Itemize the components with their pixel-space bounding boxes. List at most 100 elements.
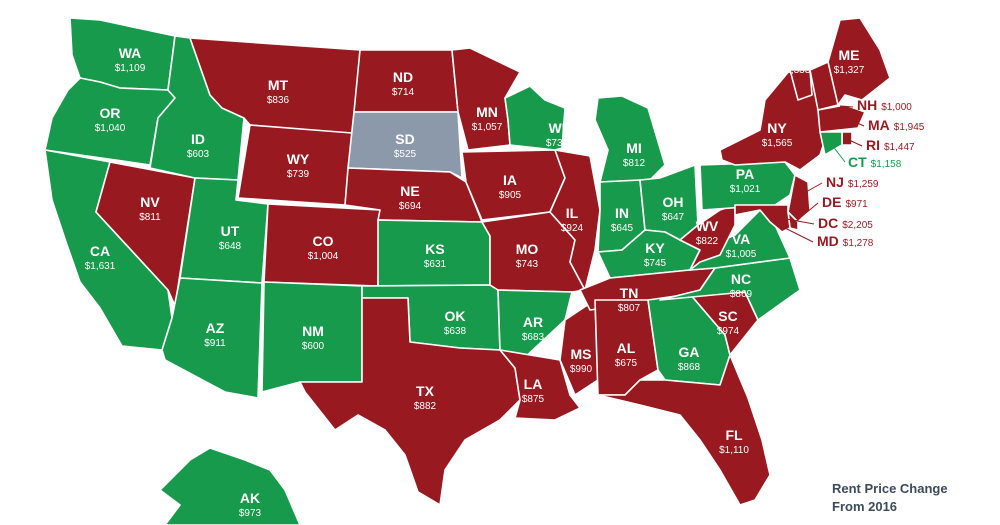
state-label-pa: PA <box>736 166 754 182</box>
state-label-fl: FL <box>725 427 743 443</box>
state-callout-dc: DC $2,205 <box>818 215 873 231</box>
leader-line-ma <box>854 121 865 127</box>
state-value-ks: $631 <box>424 259 447 270</box>
state-value-ne: $694 <box>399 201 422 212</box>
leader-line-dc <box>780 217 815 225</box>
state-label-wy: WY <box>287 151 310 167</box>
state-value-tx: $882 <box>414 401 437 412</box>
state-value-ky: $745 <box>644 258 667 269</box>
state-label-az: AZ <box>206 320 225 336</box>
state-label-nj: NJ <box>826 174 844 190</box>
leader-line-nh <box>839 105 854 108</box>
state-ri <box>841 131 853 146</box>
state-value-ma: $1,945 <box>894 122 925 133</box>
state-callout-de: DE $971 <box>822 194 868 210</box>
state-label-vt: VT <box>786 47 804 63</box>
state-mi <box>594 95 666 183</box>
state-value-al: $675 <box>615 358 638 369</box>
state-value-dc: $2,205 <box>842 220 873 231</box>
state-label-dc: DC <box>818 215 838 231</box>
state-wi <box>504 85 566 151</box>
state-label-ia: IA <box>503 172 517 188</box>
state-label-sd: SD <box>395 131 414 147</box>
state-az <box>161 277 263 399</box>
state-label-sc: SC <box>718 308 737 324</box>
state-value-fl: $1,110 <box>719 445 749 456</box>
state-label-mt: MT <box>268 77 289 93</box>
state-value-ny: $1,565 <box>762 138 793 149</box>
state-value-tn: $807 <box>618 303 641 314</box>
state-value-mn: $1,057 <box>472 122 503 133</box>
state-label-nv: NV <box>140 194 160 210</box>
state-value-nm: $600 <box>302 341 325 352</box>
state-tx <box>299 297 521 506</box>
state-nj <box>787 174 811 223</box>
state-value-sc: $974 <box>717 326 740 337</box>
state-label-ca: CA <box>90 243 110 259</box>
state-value-nv: $811 <box>139 212 161 223</box>
state-value-mt: $836 <box>267 95 290 106</box>
state-value-nd: $714 <box>392 87 415 98</box>
caption-line-2: From 2016 <box>832 499 898 514</box>
state-label-ma: MA <box>868 117 890 133</box>
state-label-wv: WV <box>696 218 719 234</box>
state-nh <box>809 61 839 111</box>
state-label-ct: CT <box>848 154 867 170</box>
state-label-id: ID <box>191 131 205 147</box>
state-value-ri: $1,447 <box>884 142 915 153</box>
state-value-mo: $743 <box>516 259 539 270</box>
state-label-ne: NE <box>400 183 419 199</box>
state-label-tx: TX <box>416 383 435 399</box>
state-callout-nj: NJ $1,259 <box>826 174 879 190</box>
state-label-ks: KS <box>425 241 444 257</box>
state-il <box>549 149 601 291</box>
state-value-id: $603 <box>187 149 210 160</box>
state-value-ar: $683 <box>522 332 545 343</box>
state-value-md: $1,278 <box>843 238 874 249</box>
state-value-la: $875 <box>522 394 545 405</box>
state-md <box>734 204 791 233</box>
state-value-sd: $525 <box>394 149 417 160</box>
state-label-ri: RI <box>866 137 880 153</box>
state-value-vt: $1,333 <box>780 65 811 76</box>
state-label-oh: OH <box>663 194 684 210</box>
state-ct <box>819 131 843 156</box>
state-label-ar: AR <box>523 314 543 330</box>
state-value-nj: $1,259 <box>848 179 879 190</box>
state-label-va: VA <box>732 231 750 247</box>
state-label-ga: GA <box>679 344 700 360</box>
state-value-co: $1,004 <box>308 251 339 262</box>
state-value-ms: $990 <box>570 364 593 375</box>
state-label-md: MD <box>817 233 839 249</box>
map-caption: Rent Price Change From 2016 <box>832 480 948 516</box>
leader-line-ct <box>831 144 846 163</box>
state-label-mi: MI <box>626 140 642 156</box>
state-fl <box>597 354 771 506</box>
state-value-ia: $905 <box>499 190 522 201</box>
state-label-mn: MN <box>476 104 498 120</box>
state-value-me: $1,327 <box>834 65 865 76</box>
state-label-nd: ND <box>393 69 413 85</box>
state-label-me: ME <box>839 47 860 63</box>
state-label-ky: KY <box>645 240 665 256</box>
state-value-in: $645 <box>611 223 634 234</box>
state-callout-ri: RI $1,447 <box>866 137 915 153</box>
state-label-nc: NC <box>731 271 751 287</box>
state-value-ga: $868 <box>678 362 701 373</box>
state-callout-ct: CT $1,158 <box>848 154 902 170</box>
state-label-la: LA <box>524 376 543 392</box>
state-label-nm: NM <box>302 323 324 339</box>
state-la <box>499 349 581 421</box>
state-label-nh: NH <box>857 97 877 113</box>
state-label-in: IN <box>615 205 629 221</box>
state-value-ut: $648 <box>219 241 242 252</box>
state-ar <box>497 289 573 363</box>
leader-line-ri <box>848 139 863 147</box>
state-value-or: $1,040 <box>95 123 126 134</box>
state-label-tn: TN <box>620 285 639 301</box>
state-label-co: CO <box>313 233 334 249</box>
state-label-ok: OK <box>445 308 466 324</box>
state-value-ct: $1,158 <box>871 159 902 170</box>
state-callout-md: MD $1,278 <box>817 233 874 249</box>
